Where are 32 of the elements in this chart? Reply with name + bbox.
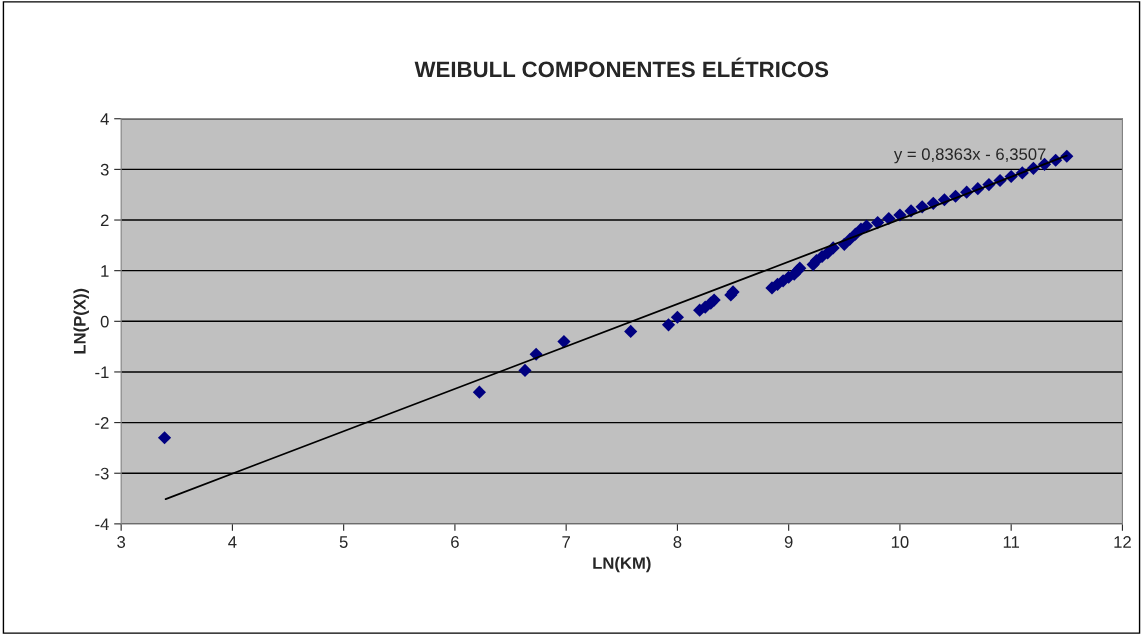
point: [518, 363, 532, 378]
x-tick-label: 7: [562, 536, 570, 548]
x-axis-title: LN(KM): [593, 556, 651, 573]
y-tick-label: 0: [100, 315, 109, 328]
point: [670, 310, 685, 324]
x-tick-label: 3: [117, 536, 126, 548]
x-tick-label: 4: [228, 536, 237, 548]
point: [871, 215, 885, 230]
x-tick-label: 12: [1114, 536, 1131, 548]
x-tick-label: 5: [339, 536, 348, 548]
point: [472, 385, 486, 399]
y-axis-title: LN(P(X)): [73, 288, 89, 354]
x-tick-label: 9: [784, 536, 793, 548]
point: [157, 431, 172, 445]
y-tick-label: 4: [100, 113, 109, 125]
chart-title: WEIBULL COMPONENTES ELÉTRICOS: [414, 57, 829, 78]
annotation: y = 0,8363x - 6,3507: [893, 148, 1046, 164]
point: [882, 211, 896, 226]
y-tick-label: -4: [95, 518, 109, 530]
y-tick-label: -1: [95, 366, 109, 378]
x-tick-label: 8: [673, 536, 682, 548]
y-tick-label: -2: [95, 416, 109, 429]
x-tick-label: 11: [1003, 536, 1020, 548]
y-tick-label: 3: [100, 163, 109, 176]
point: [661, 318, 676, 332]
y-tick-label: 1: [101, 265, 109, 277]
y-tick-label: -3: [95, 467, 109, 480]
y-tick-label: 2: [100, 214, 109, 227]
point: [624, 324, 638, 339]
x-tick-label: 6: [451, 536, 459, 548]
point: [557, 334, 571, 349]
x-tick-label: 10: [891, 536, 909, 548]
